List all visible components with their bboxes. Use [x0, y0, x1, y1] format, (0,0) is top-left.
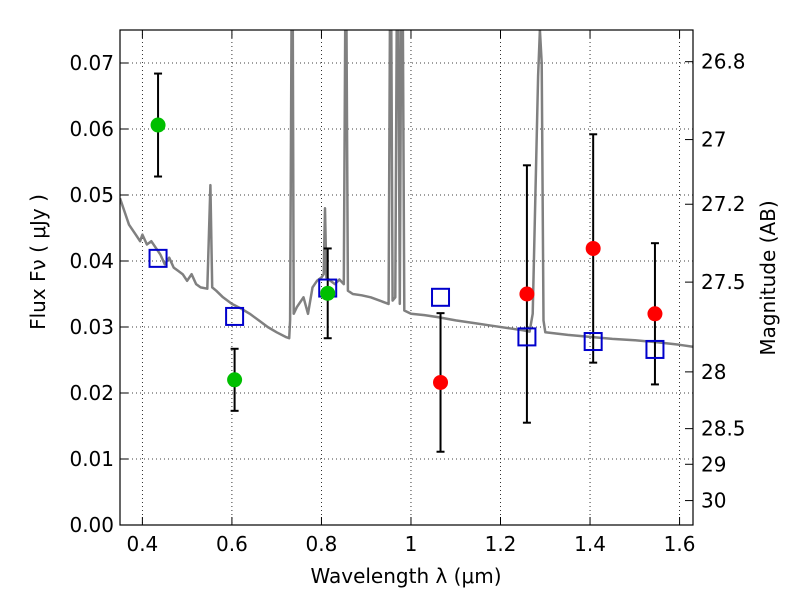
y-tick-label: 0.03: [69, 315, 114, 339]
y-tick-label: 0.01: [69, 447, 114, 471]
photometry-point: [227, 372, 243, 388]
photometry-point: [519, 286, 535, 302]
y2-tick-label: 26.8: [701, 50, 746, 74]
model-square-marker: [431, 287, 451, 307]
model-square-marker: [225, 306, 245, 326]
y2-tick-label: 28: [701, 360, 726, 384]
y-tick-label: 0.05: [69, 183, 114, 207]
plot-marks: [120, 30, 693, 349]
y-tick-label: 0.00: [69, 513, 114, 537]
x-tick-label: 0.8: [306, 532, 338, 556]
x-tick-label: 0.6: [216, 532, 248, 556]
x-tick-label: 1.6: [664, 532, 696, 556]
x-axis-label: Wavelength λ (μm): [310, 564, 501, 588]
photometry-point: [647, 306, 663, 322]
y-tick-label: 0.02: [69, 381, 114, 405]
error-bars: [154, 72, 659, 453]
model-square-marker: [517, 327, 537, 347]
photometry-point: [320, 285, 336, 301]
x-tick-label: 1.4: [574, 532, 606, 556]
y2-tick-label: 27.5: [701, 270, 746, 294]
plot-frame: [119, 29, 694, 526]
x-tick-label: 0.4: [126, 532, 158, 556]
y2-tick-label: 30: [701, 489, 726, 513]
spectrum-line: [120, 30, 693, 349]
y2-tick-label: 27: [701, 128, 726, 152]
data-points: [148, 117, 665, 390]
x-tick-label: 1.2: [485, 532, 517, 556]
y2-tick-label: 29: [701, 452, 726, 476]
photometry-point: [585, 240, 601, 256]
grid-lines: [120, 30, 693, 526]
x-tick-label: 1: [405, 532, 418, 556]
y2-axis-label: Magnitude (AB): [756, 200, 780, 355]
model-square-marker: [645, 339, 665, 359]
y-tick-label: 0.07: [69, 51, 114, 75]
model-square-marker: [148, 248, 168, 268]
axis-ticks: 0.4 0.6 0.8 1 1.2 1.4 1.6 0.00 0.01 0.02 0.03 0.04 0…: [69, 30, 746, 556]
model-square-marker: [583, 332, 603, 352]
photometry-point: [433, 374, 449, 390]
y-axis-label: Flux Fν ( μJy ): [26, 194, 50, 330]
y2-tick-label: 27.2: [701, 192, 746, 216]
y-tick-label: 0.04: [69, 249, 114, 273]
photometry-point: [150, 117, 166, 133]
y2-tick-label: 28.5: [701, 417, 746, 441]
y-tick-label: 0.06: [69, 117, 114, 141]
